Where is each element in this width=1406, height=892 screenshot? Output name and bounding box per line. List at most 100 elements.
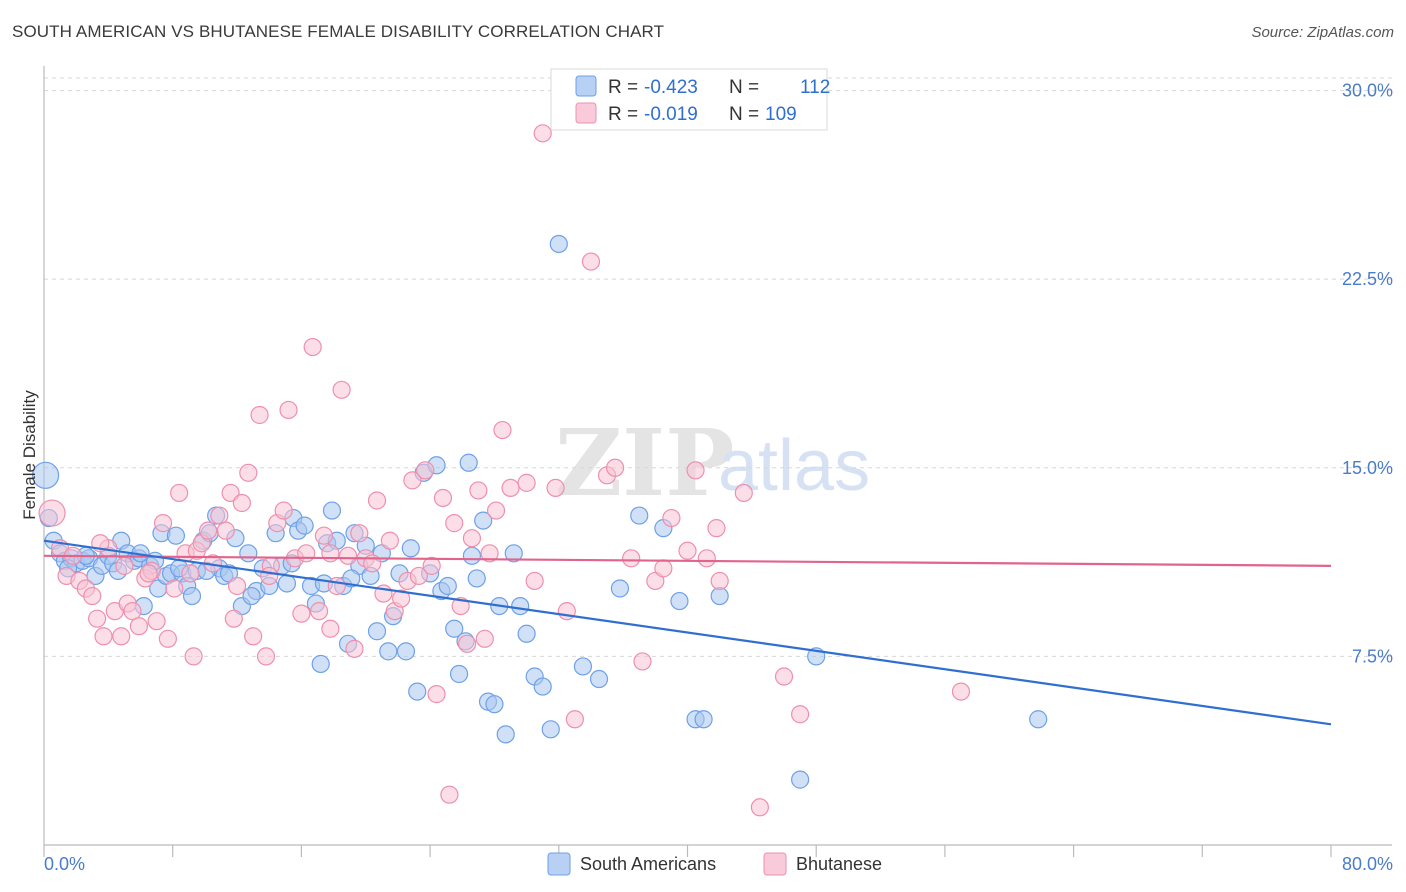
data-point	[710, 571, 729, 591]
data-point	[83, 586, 102, 606]
data-point	[123, 602, 142, 621]
data-point	[139, 564, 158, 583]
data-point	[541, 720, 560, 739]
y-tick-label: 15.0%	[1342, 458, 1393, 478]
y-tick-label: 30.0%	[1342, 81, 1393, 101]
data-point	[533, 677, 552, 696]
data-point	[224, 609, 243, 628]
x-tick-label: 0.0%	[44, 854, 85, 874]
legend-n-label-1: N =	[729, 77, 759, 98]
data-point	[630, 506, 649, 525]
data-point	[129, 617, 149, 636]
data-point	[462, 529, 482, 548]
y-tick-label: 22.5%	[1342, 269, 1393, 289]
data-point	[422, 556, 441, 575]
data-point	[379, 642, 398, 661]
data-point	[279, 400, 298, 420]
data-point	[153, 514, 173, 533]
data-point	[309, 602, 329, 621]
data-point	[297, 544, 316, 563]
axes	[43, 66, 1392, 857]
data-point	[314, 526, 334, 545]
data-point	[678, 541, 697, 560]
data-point	[445, 514, 464, 533]
data-point	[438, 576, 457, 596]
data-point	[549, 234, 568, 254]
data-point	[321, 619, 340, 638]
data-point	[327, 576, 346, 596]
legend-r-label-2: R =	[608, 104, 638, 125]
data-point	[380, 531, 399, 550]
legend-n-value-1: 112	[800, 77, 830, 98]
legend-label-bhutanese: Bhutanese	[796, 854, 882, 874]
data-point	[250, 405, 269, 425]
data-point	[408, 682, 427, 701]
data-point	[292, 604, 311, 623]
data-point	[622, 549, 641, 568]
data-point	[210, 506, 229, 525]
data-point	[244, 627, 263, 646]
source-label: Source: ZipAtlas.com	[1251, 24, 1394, 41]
data-point	[311, 654, 330, 674]
data-point	[480, 544, 499, 563]
data-point	[469, 481, 488, 500]
series-legend: South Americans Bhutanese	[547, 852, 882, 876]
data-point	[951, 682, 971, 701]
data-point	[462, 546, 482, 565]
data-point	[610, 579, 630, 598]
data-point	[274, 501, 293, 520]
data-point	[573, 657, 593, 676]
data-point	[433, 488, 453, 508]
data-point	[589, 669, 609, 689]
data-point	[32, 461, 60, 489]
data-point	[165, 579, 184, 598]
data-point	[496, 725, 515, 744]
data-point	[216, 521, 235, 540]
data-point	[485, 695, 504, 714]
data-point	[256, 647, 276, 666]
data-point	[654, 559, 673, 578]
data-point	[445, 619, 464, 638]
data-point	[232, 493, 251, 513]
data-point	[750, 798, 769, 817]
data-point	[345, 639, 364, 658]
data-point	[303, 337, 322, 357]
data-point	[525, 571, 544, 591]
data-point	[401, 539, 420, 558]
data-point	[166, 526, 186, 545]
data-point	[184, 647, 203, 666]
data-point	[332, 380, 351, 399]
data-point	[221, 483, 240, 503]
data-point	[170, 483, 189, 503]
data-point	[774, 667, 794, 686]
data-point	[38, 499, 66, 527]
data-point	[112, 627, 131, 646]
data-point	[662, 508, 681, 528]
data-point	[239, 463, 258, 482]
data-point	[670, 591, 689, 611]
data-point	[182, 586, 202, 606]
data-point	[367, 622, 387, 641]
data-point	[493, 420, 512, 440]
data-point	[710, 586, 729, 606]
data-point	[147, 612, 166, 631]
data-point	[486, 501, 506, 520]
data-point	[392, 589, 411, 608]
data-point	[338, 546, 358, 565]
data-point	[458, 634, 477, 653]
data-point	[321, 544, 340, 563]
data-point	[517, 624, 536, 643]
data-point	[115, 556, 134, 575]
data-point	[158, 629, 177, 648]
data-point	[459, 453, 478, 472]
legend-n-label-2: N =	[729, 104, 759, 125]
data-point	[403, 471, 422, 490]
data-point	[686, 461, 705, 480]
chart-title: SOUTH AMERICAN VS BHUTANESE FEMALE DISAB…	[12, 22, 665, 41]
data-point	[511, 596, 530, 616]
data-point	[517, 473, 536, 492]
trend-line-bhutanese	[43, 554, 1332, 567]
correlation-legend: R = -0.423 N = 112 R = -0.019 N = 109	[550, 68, 830, 131]
legend-swatch-bhutanese	[763, 852, 787, 876]
